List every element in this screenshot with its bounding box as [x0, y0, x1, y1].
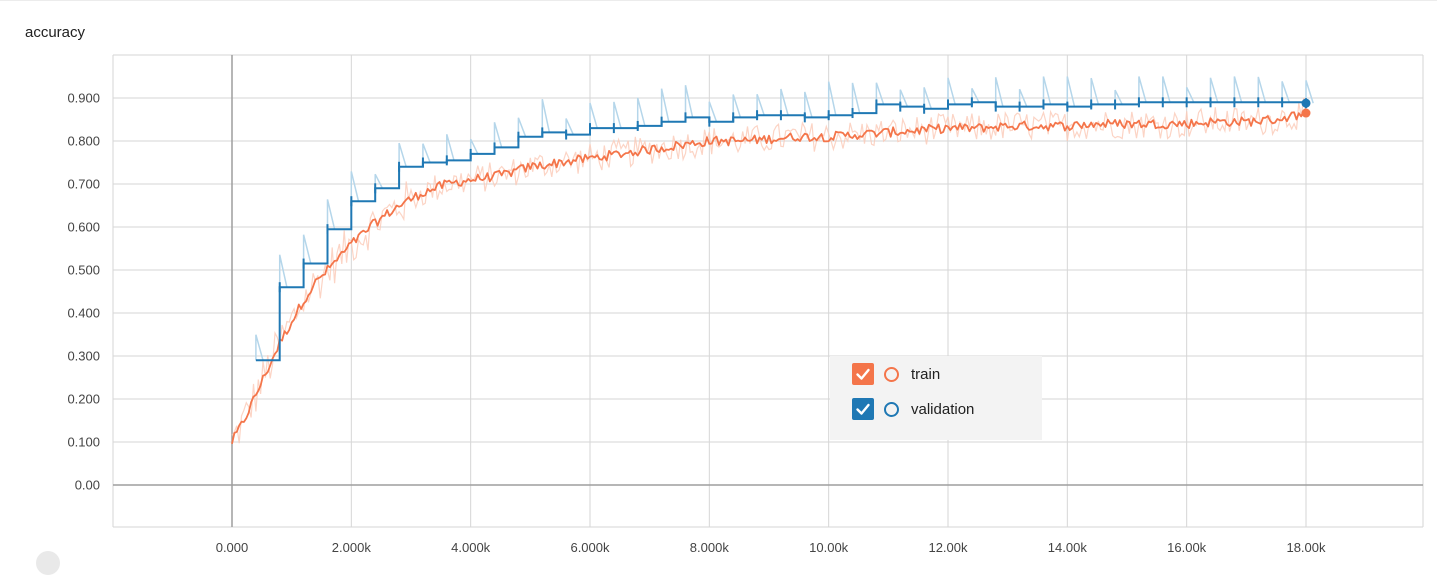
legend-item-train[interactable]: train — [852, 363, 940, 385]
y-tick-label: 0.200 — [67, 392, 100, 407]
x-tick-label: 10.00k — [809, 540, 849, 555]
x-tick-label: 14.00k — [1048, 540, 1088, 555]
x-tick-label: 4.000k — [451, 540, 491, 555]
expand-button[interactable] — [36, 551, 60, 575]
top-divider — [0, 0, 1437, 1]
legend-item-validation[interactable]: validation — [852, 398, 974, 420]
legend: train validation — [830, 356, 1042, 440]
y-tick-label: 0.00 — [75, 478, 100, 493]
tick-labels: 0.000 2.000k 4.000k 6.000k 8.000k 10.00k 12.00… — [67, 91, 1326, 556]
x-tick-label: 18.00k — [1286, 540, 1326, 555]
train-end-marker — [1301, 108, 1311, 118]
y-tick-label: 0.300 — [67, 349, 100, 364]
checkbox-icon[interactable] — [852, 398, 874, 420]
series-circle-icon — [884, 366, 899, 382]
y-tick-label: 0.100 — [67, 435, 100, 450]
axes — [113, 55, 1423, 527]
y-tick-label: 0.900 — [67, 91, 100, 106]
validation-raw-line — [255, 76, 1314, 362]
x-tick-label: 6.000k — [570, 540, 610, 555]
validation-end-marker — [1301, 98, 1311, 108]
x-tick-label: 12.00k — [928, 540, 968, 555]
checkbox-icon[interactable] — [852, 363, 874, 385]
x-tick-label: 8.000k — [690, 540, 730, 555]
series-layer — [231, 97, 1311, 444]
x-tick-label: 0.000 — [216, 540, 249, 555]
y-tick-label: 0.800 — [67, 134, 100, 149]
y-tick-label: 0.400 — [67, 306, 100, 321]
validation-line — [255, 101, 1307, 362]
x-tick-label: 2.000k — [332, 540, 372, 555]
x-tick-label: 16.00k — [1167, 540, 1207, 555]
y-tick-label: 0.600 — [67, 220, 100, 235]
grid — [112, 54, 1424, 528]
legend-label-train: train — [911, 365, 941, 383]
train-raw-line — [231, 97, 1307, 444]
accuracy-chart[interactable]: 0.000 2.000k 4.000k 6.000k 8.000k 10.00k 12.00… — [0, 0, 1437, 557]
y-tick-label: 0.500 — [67, 263, 100, 278]
card-title: accuracy — [25, 24, 86, 41]
y-tick-label: 0.700 — [67, 177, 100, 192]
legend-label-validation: validation — [911, 400, 975, 418]
series-circle-icon — [884, 401, 899, 417]
train-line — [231, 108, 1307, 444]
raw-series-layer — [231, 76, 1314, 444]
